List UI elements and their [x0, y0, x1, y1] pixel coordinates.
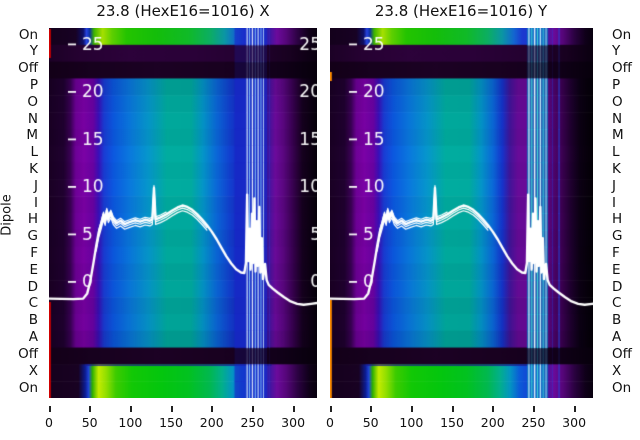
- x-tick-label: 150: [440, 415, 464, 430]
- x-tick-label: 200: [480, 415, 505, 430]
- row-label-right-11: H: [612, 211, 623, 228]
- row-label-left-15: D: [27, 278, 38, 295]
- row-label-left-14: E: [29, 261, 38, 278]
- row-label-left-13: F: [30, 245, 38, 262]
- row-label-left-4: O: [27, 93, 38, 110]
- x-tick-mark: [251, 406, 254, 412]
- x-tick-label: 250: [521, 415, 546, 430]
- row-label-left-19: Off: [18, 345, 38, 362]
- x-tick-mark: [89, 406, 92, 412]
- x-tick-mark: [573, 406, 576, 412]
- row-label-left-10: I: [34, 194, 38, 211]
- heatmap-panel-y: [330, 28, 593, 398]
- row-label-right-5: N: [612, 110, 623, 127]
- x-tick-label: 0: [326, 415, 334, 430]
- x-tick-mark: [211, 406, 214, 412]
- row-label-right-12: G: [612, 228, 623, 245]
- row-label-left-0: On: [18, 26, 38, 43]
- x-tick-mark: [492, 406, 495, 412]
- row-label-left-20: X: [28, 362, 38, 379]
- x-tick-mark: [451, 406, 454, 412]
- heatmap-panel-x: [49, 28, 317, 398]
- row-label-left-8: K: [29, 160, 38, 177]
- x-tick-label: 50: [81, 415, 98, 430]
- x-axis-left: 0 50 100 150 200 250 300: [45, 406, 317, 436]
- row-label-right-18: A: [612, 329, 622, 346]
- row-label-right-16: C: [612, 295, 622, 312]
- row-label-right-6: M: [612, 127, 624, 144]
- row-label-left-17: B: [28, 312, 38, 329]
- row-label-left-18: A: [28, 329, 38, 346]
- row-label-left-7: L: [30, 144, 38, 161]
- row-label-right-15: D: [612, 278, 623, 295]
- x-tick-mark: [170, 406, 173, 412]
- row-label-right-21: On: [612, 379, 632, 396]
- x-tick-mark: [292, 406, 295, 412]
- row-label-right-10: I: [612, 194, 616, 211]
- row-label-right-0: On: [612, 26, 632, 43]
- row-label-right-7: L: [612, 144, 620, 161]
- x-tick-label: 100: [118, 415, 143, 430]
- row-label-left-16: C: [28, 295, 38, 312]
- x-tick-label: 0: [45, 415, 53, 430]
- x-tick-mark: [370, 406, 373, 412]
- x-tick-label: 150: [159, 415, 183, 430]
- row-label-right-2: Off: [612, 60, 632, 77]
- row-label-right-19: Off: [612, 345, 632, 362]
- x-axis-right: 0 50 100 150 200 250 300: [326, 406, 593, 436]
- row-label-left-9: J: [34, 177, 38, 194]
- row-label-left-12: G: [27, 228, 38, 245]
- row-label-left-6: M: [26, 127, 38, 144]
- row-label-right-8: K: [612, 160, 621, 177]
- x-tick-label: 200: [199, 415, 224, 430]
- row-label-right-4: O: [612, 93, 623, 110]
- x-tick-mark: [329, 406, 332, 412]
- x-tick-mark: [532, 406, 535, 412]
- x-tick-label: 250: [240, 415, 265, 430]
- row-label-left-5: N: [27, 110, 38, 127]
- x-tick-label: 300: [281, 415, 306, 430]
- row-label-right-9: J: [612, 177, 616, 194]
- row-label-right-14: E: [612, 261, 621, 278]
- row-label-left-2: Off: [18, 60, 38, 77]
- left-panel-title: 23.8 (HexE16=1016) X: [96, 2, 270, 20]
- row-label-right-20: X: [612, 362, 622, 379]
- row-label-right-1: Y: [612, 43, 621, 60]
- row-label-left-21: On: [18, 379, 38, 396]
- row-label-left-3: P: [29, 76, 38, 93]
- row-label-right-3: P: [612, 76, 621, 93]
- row-label-left-1: Y: [29, 43, 38, 60]
- row-label-right-17: B: [612, 312, 622, 329]
- x-tick-mark: [48, 406, 51, 412]
- row-label-right-13: F: [612, 245, 620, 262]
- x-tick-label: 100: [399, 415, 424, 430]
- right-panel-title: 23.8 (HexE16=1016) Y: [374, 2, 548, 20]
- row-label-left-11: H: [27, 211, 38, 228]
- x-tick-mark: [129, 406, 132, 412]
- x-tick-label: 50: [362, 415, 379, 430]
- x-tick-mark: [410, 406, 413, 412]
- x-tick-label: 300: [562, 415, 587, 430]
